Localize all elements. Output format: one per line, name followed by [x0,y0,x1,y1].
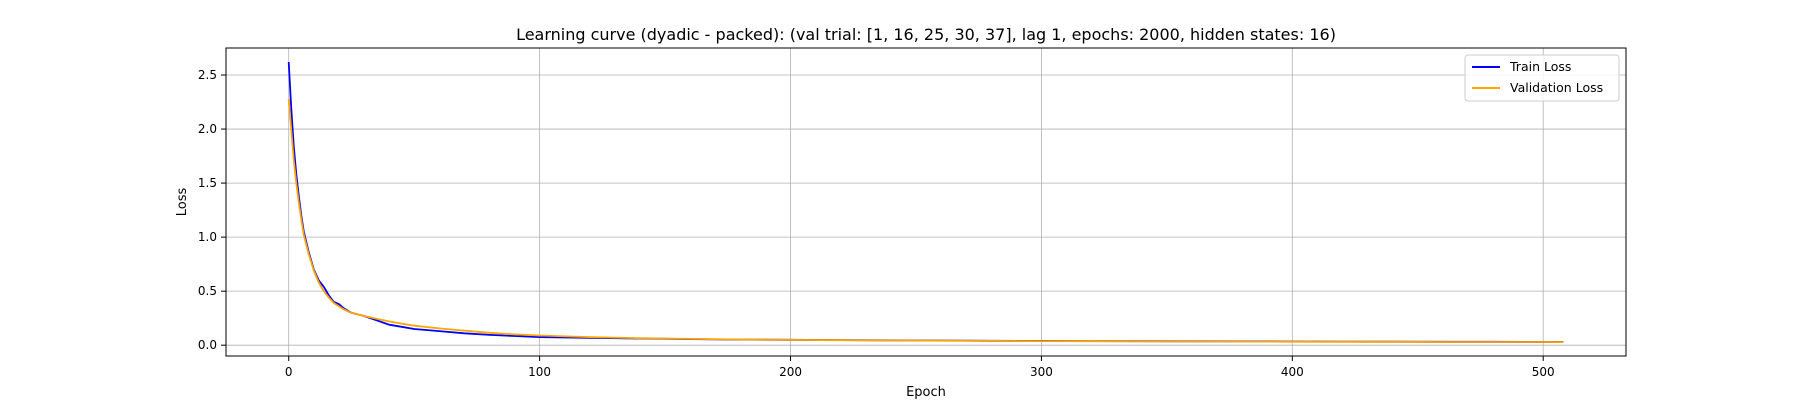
y-tick-label: 0.0 [198,338,217,352]
y-tick-label: 0.5 [198,284,217,298]
y-tick-label: 1.0 [198,230,217,244]
grid [226,48,1626,356]
x-tick-label: 100 [528,365,551,379]
y-axis-label: Loss [175,188,190,217]
x-tick-label: 400 [1281,365,1304,379]
series-line-validation-loss [287,98,1564,343]
legend-label-validation-loss: Validation Loss [1510,80,1603,95]
x-tick-label: 500 [1532,365,1555,379]
y-tick-label: 2.0 [198,122,217,136]
chart-title: Learning curve (dyadic - packed): (val t… [516,25,1336,44]
x-axis-label: Epoch [906,385,946,400]
ticks: 0 100 200 300 400 500 0.0 0.5 1.0 1.5 2.0 2.5 [198,68,1555,379]
y-tick-label: 2.5 [198,68,217,82]
y-tick-label: 1.5 [198,176,217,190]
x-tick-label: 200 [779,365,802,379]
legend: Train Loss Validation Loss [1464,54,1620,102]
x-tick-label: 300 [1030,365,1053,379]
legend-label-train-loss: Train Loss [1509,59,1571,74]
legend-box [1464,54,1620,102]
plot-frame [225,47,1627,357]
x-tick-label: 0 [285,365,293,379]
series-layer [287,61,1564,343]
